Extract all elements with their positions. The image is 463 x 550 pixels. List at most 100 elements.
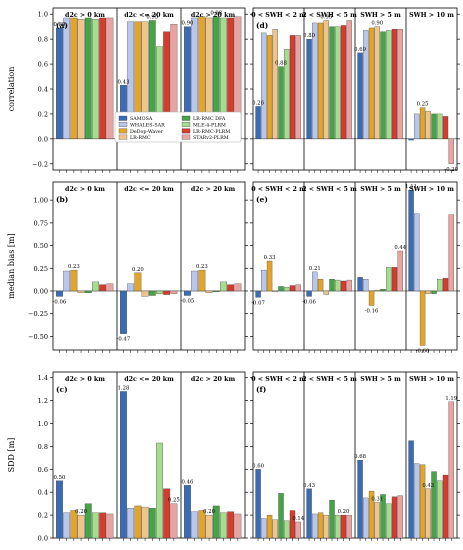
group-title: 0 < SWH < 2 m	[251, 186, 306, 193]
bar	[368, 27, 375, 140]
bar	[106, 513, 114, 539]
bar	[127, 508, 135, 539]
bar	[255, 469, 261, 539]
legend-label: LR-RMC-PLRM	[193, 129, 230, 135]
bar	[170, 503, 178, 539]
legend-swatch	[118, 134, 128, 140]
bar	[234, 513, 242, 539]
y-tick-label: 0.25	[34, 265, 48, 273]
bar	[437, 113, 443, 139]
bar	[312, 513, 318, 539]
group-title: d2c > 0 km	[65, 12, 105, 19]
panel-a: −0.2 0.0 0.2 0.4 0.6 0.8 1.0 correlation d2c > 0…	[7, 7, 248, 173]
legend-swatch	[181, 122, 191, 127]
data-label: 0.43	[422, 483, 434, 489]
data-label: -0.05	[181, 299, 195, 305]
bar	[335, 514, 341, 539]
bar	[120, 290, 127, 334]
panel-f: 0 < SWH < 2 m2 < SWH < 5 m SWH > 5 m SWH >…	[250, 371, 460, 541]
bar	[386, 503, 392, 539]
bar	[408, 190, 414, 292]
legend-label: SAMOSA	[130, 116, 153, 122]
bar	[386, 30, 392, 139]
bar	[391, 267, 398, 292]
bar	[134, 272, 142, 292]
data-label: 0.43	[303, 483, 315, 489]
bar	[335, 279, 341, 292]
legend-box	[114, 111, 242, 143]
y-tick-label: 0.6	[38, 466, 48, 474]
bar	[340, 514, 347, 539]
bar	[442, 278, 449, 292]
bar	[205, 514, 213, 539]
panel-label: (d)	[256, 21, 268, 30]
legend-label: DeDop-Waver	[130, 129, 164, 135]
bar	[306, 290, 312, 297]
bar	[266, 260, 273, 292]
bar	[323, 290, 329, 295]
data-label: 0.95	[146, 14, 158, 20]
bar	[141, 290, 149, 297]
bar	[448, 214, 454, 292]
bar	[329, 26, 335, 139]
bar	[448, 138, 454, 164]
data-label: 0.68	[354, 454, 366, 460]
bar	[255, 290, 261, 298]
group-title: 0 < SWH < 2 m	[251, 12, 306, 19]
y-tick-label: 1.0	[38, 420, 48, 428]
group-title: d2c <= 20 km	[124, 186, 174, 193]
y-axis-label: correlation	[7, 67, 16, 112]
bar	[106, 283, 114, 292]
bar	[278, 66, 284, 139]
bar	[442, 116, 449, 139]
bar	[99, 284, 107, 292]
data-label: 1.11	[405, 184, 417, 190]
bar	[77, 19, 85, 139]
y-tick-label: 0.2	[38, 110, 48, 118]
bar	[380, 289, 386, 292]
bar	[234, 283, 242, 292]
y-tick-label: 1.0	[38, 11, 48, 19]
data-label: 0.90	[371, 21, 383, 27]
bar	[84, 290, 92, 293]
bar	[442, 474, 449, 539]
bar	[92, 281, 99, 292]
bar	[335, 26, 341, 139]
y-tick-label: 0.00	[34, 287, 48, 295]
bar	[77, 514, 85, 539]
y-tick-label: −0.2	[32, 160, 48, 168]
legend-label: MLE-4-PLRM	[193, 123, 226, 129]
bar	[295, 521, 301, 539]
bar	[127, 283, 135, 292]
bar	[357, 277, 363, 292]
bar	[70, 269, 78, 292]
bar	[414, 213, 420, 292]
bar	[284, 48, 290, 139]
data-label: 0.90	[182, 21, 194, 27]
bar	[148, 290, 156, 296]
bar	[437, 279, 443, 292]
bar	[408, 138, 414, 141]
bar	[391, 29, 398, 139]
data-label: 0.60	[252, 463, 264, 469]
bar	[227, 284, 235, 292]
y-tick-label: 0.6	[38, 61, 48, 69]
bar	[363, 279, 369, 292]
panel-e: 0 < SWH < 2 m2 < SWH < 5 m SWH > 5 m SWH >…	[250, 181, 460, 354]
bar	[56, 290, 63, 297]
data-label: -0.06	[53, 299, 67, 305]
group-title: d2c > 0 km	[65, 186, 105, 193]
group-title: 2 < SWH < 5 m	[302, 186, 357, 193]
data-label: 0.80	[303, 33, 315, 39]
y-tick-label: 1.2	[38, 397, 48, 405]
panel-label: (b)	[56, 195, 68, 204]
bar	[329, 279, 335, 292]
bar	[346, 279, 352, 292]
bar	[261, 518, 267, 539]
panel-label: (a)	[56, 21, 68, 30]
data-label: 0.23	[68, 264, 80, 270]
bar	[431, 290, 437, 294]
data-label: 0.89	[54, 22, 66, 28]
